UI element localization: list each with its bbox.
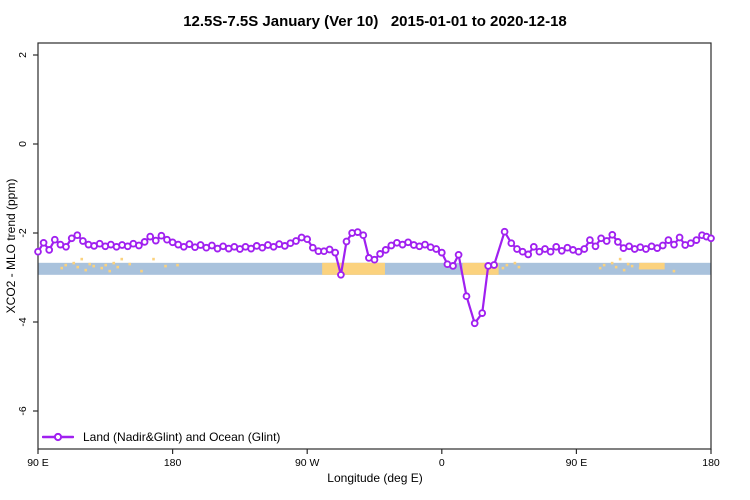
svg-text:-4: -4 (17, 317, 29, 326)
svg-text:0: 0 (17, 141, 29, 147)
svg-text:2: 2 (17, 52, 29, 58)
svg-text:90 E: 90 E (566, 457, 588, 469)
chart-title: 12.5S-7.5S January (Ver 10) 2015-01-01 t… (183, 13, 567, 30)
y-axis: 2 0 -2 -4 -6 (17, 52, 38, 416)
data-markers (34, 227, 715, 328)
svg-text:-2: -2 (17, 228, 29, 237)
legend: Land (Nadir&Glint) and Ocean (Glint) (42, 429, 280, 445)
svg-text:-6: -6 (17, 406, 29, 415)
plot-box (37, 42, 712, 450)
svg-text:180: 180 (164, 457, 182, 469)
x-axis-label: Longitude (deg E) (327, 471, 423, 485)
legend-marker-icon (42, 432, 74, 442)
svg-text:90 W: 90 W (295, 457, 320, 469)
legend-label: Land (Nadir&Glint) and Ocean (Glint) (83, 430, 281, 444)
svg-text:0: 0 (439, 457, 445, 469)
svg-text:90 E: 90 E (27, 457, 49, 469)
svg-text:180: 180 (702, 457, 720, 469)
x-axis: 90 E 180 90 W 0 90 E 180 (27, 449, 720, 469)
